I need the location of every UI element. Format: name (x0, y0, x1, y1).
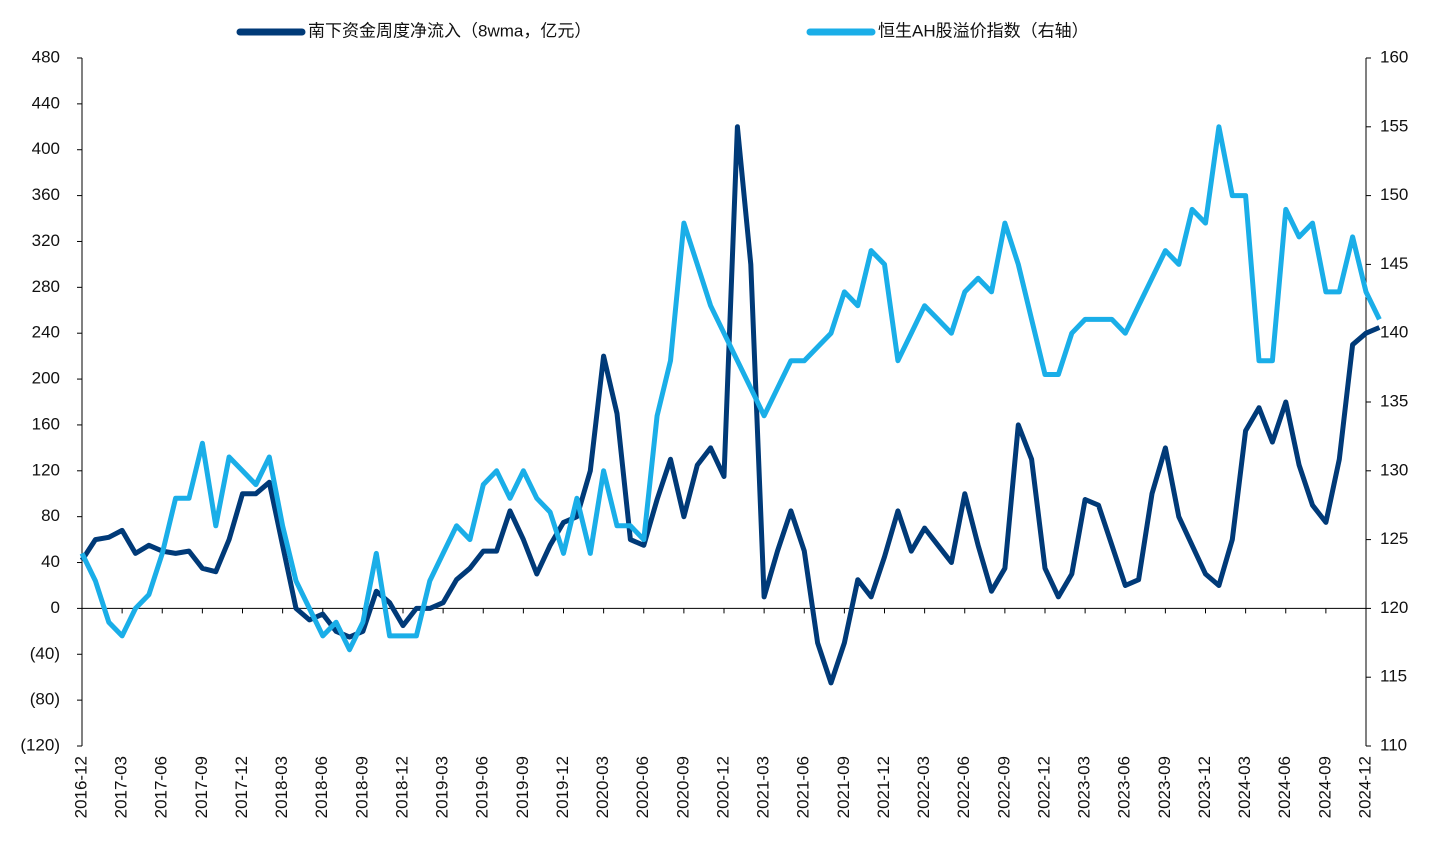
y-tick-label: 160 (32, 414, 60, 433)
x-tick-label: 2024-03 (1235, 756, 1254, 818)
x-tick-label: 2018-12 (392, 756, 411, 818)
x-tick-label: 2023-09 (1155, 756, 1174, 818)
y-tick-label: 80 (41, 506, 60, 525)
y2-tick-label: 160 (1380, 47, 1408, 66)
x-tick-label: 2017-09 (192, 756, 211, 818)
x-tick-label: 2019-12 (553, 756, 572, 818)
y-tick-label: 200 (32, 369, 60, 388)
y2-tick-label: 155 (1380, 116, 1408, 135)
y-tick-label: (40) (30, 644, 60, 663)
y-tick-label: 480 (32, 47, 60, 66)
y-tick-label: 440 (32, 93, 60, 112)
y2-tick-label: 140 (1380, 323, 1408, 342)
x-tick-label: 2021-03 (754, 756, 773, 818)
y-tick-label: 360 (32, 185, 60, 204)
x-tick-label: 2019-03 (433, 756, 452, 818)
x-tick-label: 2021-12 (874, 756, 893, 818)
y-tick-label: 320 (32, 231, 60, 250)
y-tick-label: (120) (20, 735, 60, 754)
legend-label: 恒生AH股溢价指数（右轴） (878, 21, 1089, 40)
x-tick-label: 2017-12 (232, 756, 251, 818)
y-tick-label: (80) (30, 690, 60, 709)
y-tick-label: 0 (51, 598, 60, 617)
legend-label: 南下资金周度净流入（8wma，亿元） (308, 21, 591, 40)
y2-tick-label: 135 (1380, 391, 1408, 410)
x-tick-label: 2022-03 (914, 756, 933, 818)
x-tick-label: 2018-09 (352, 756, 371, 818)
y2-tick-label: 115 (1380, 667, 1407, 686)
y2-tick-label: 150 (1380, 185, 1408, 204)
x-tick-label: 2020-03 (593, 756, 612, 818)
x-tick-label: 2017-03 (112, 756, 131, 818)
x-tick-label: 2024-09 (1315, 756, 1334, 818)
x-tick-label: 2019-09 (513, 756, 532, 818)
series-line (79, 124, 1381, 686)
x-tick-label: 2024-12 (1355, 756, 1374, 818)
x-tick-label: 2019-06 (473, 756, 492, 818)
y2-tick-label: 130 (1380, 460, 1408, 479)
x-tick-label: 2021-09 (834, 756, 853, 818)
y2-tick-label: 145 (1380, 254, 1408, 273)
x-tick-label: 2023-12 (1195, 756, 1214, 818)
y2-tick-label: 125 (1380, 529, 1408, 548)
x-tick-label: 2020-06 (633, 756, 652, 818)
x-tick-label: 2024-06 (1275, 756, 1294, 818)
y-tick-label: 40 (41, 552, 60, 571)
x-tick-label: 2023-06 (1115, 756, 1134, 818)
x-tick-label: 2018-06 (312, 756, 331, 818)
series-line (79, 124, 1382, 653)
x-tick-label: 2022-06 (954, 756, 973, 818)
y-tick-label: 240 (32, 323, 60, 342)
x-tick-label: 2021-06 (794, 756, 813, 818)
x-tick-label: 2023-03 (1075, 756, 1094, 818)
x-tick-label: 2022-12 (1034, 756, 1053, 818)
x-tick-label: 2017-06 (152, 756, 171, 818)
x-tick-label: 2022-09 (994, 756, 1013, 818)
y-tick-label: 280 (32, 277, 60, 296)
x-tick-label: 2018-03 (272, 756, 291, 818)
y-tick-label: 400 (32, 139, 60, 158)
x-tick-label: 2020-12 (713, 756, 732, 818)
x-tick-label: 2020-09 (673, 756, 692, 818)
x-tick-label: 2016-12 (71, 756, 90, 818)
y2-tick-label: 120 (1380, 598, 1408, 617)
y-tick-label: 120 (32, 460, 60, 479)
y2-tick-label: 110 (1380, 735, 1407, 754)
